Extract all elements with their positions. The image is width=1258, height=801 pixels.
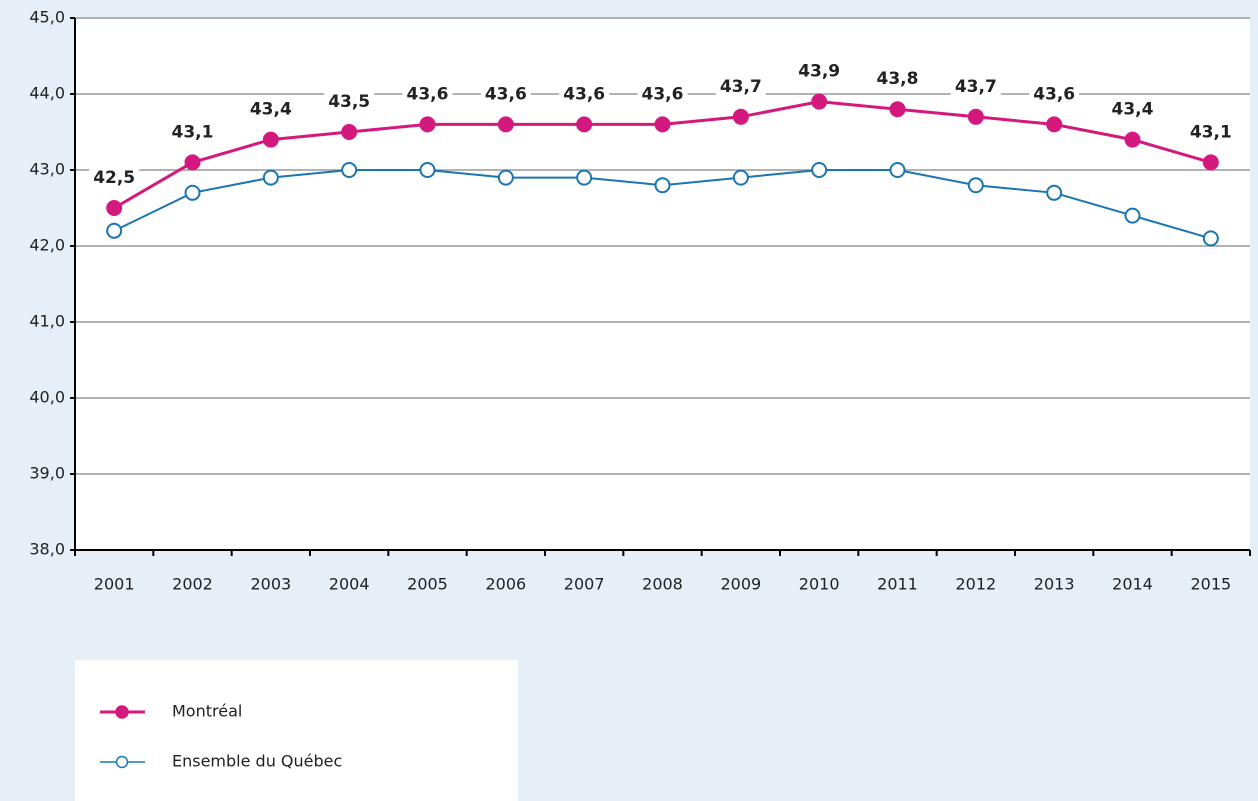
point — [732, 169, 749, 186]
point — [576, 169, 593, 186]
point — [341, 124, 358, 140]
point — [811, 162, 828, 178]
x-tick-label: 2006 — [485, 575, 526, 594]
point — [419, 162, 436, 178]
point — [811, 93, 828, 110]
point — [497, 169, 514, 186]
y-tick-label: 41,0 — [29, 312, 65, 331]
value-label-bg — [1185, 120, 1236, 145]
point — [1124, 207, 1141, 224]
x-tick-label: 2002 — [172, 575, 213, 594]
value-label-bg — [480, 82, 531, 107]
point — [732, 108, 749, 125]
value-label-bg — [167, 120, 218, 145]
value-label: 43,6 — [1033, 84, 1075, 104]
point — [967, 108, 984, 125]
point — [889, 162, 906, 178]
x-tick-label: 2015 — [1190, 575, 1231, 594]
legend — [75, 660, 518, 801]
y-tick-label: 43,0 — [29, 160, 65, 179]
value-label: 43,6 — [563, 84, 605, 104]
point — [1124, 131, 1141, 148]
point — [184, 154, 201, 171]
value-label-bg — [245, 97, 296, 122]
value-label-bg — [402, 82, 453, 107]
value-label: 42,5 — [93, 168, 135, 188]
y-tick-label: 42,0 — [29, 236, 65, 255]
value-label-bg — [872, 67, 923, 92]
point — [497, 116, 514, 133]
value-label-bg — [715, 74, 766, 99]
value-label: 43,9 — [798, 62, 840, 82]
point — [889, 101, 906, 118]
value-label-bg — [794, 59, 845, 84]
value-label-bg — [1107, 97, 1158, 122]
value-label: 43,1 — [1190, 122, 1232, 142]
y-tick-label: 45,0 — [29, 8, 65, 27]
value-label: 43,7 — [955, 77, 997, 97]
x-tick-label: 2013 — [1034, 575, 1075, 594]
value-label-bg — [637, 82, 688, 107]
legend-label: Ensemble du Québec — [172, 752, 342, 771]
value-label: 43,5 — [328, 92, 370, 112]
point — [654, 177, 671, 194]
legend-marker — [115, 705, 129, 719]
point — [184, 184, 201, 201]
point — [262, 169, 279, 186]
x-tick-label: 2005 — [407, 575, 448, 594]
x-tick-label: 2003 — [250, 575, 291, 594]
value-label: 43,6 — [485, 84, 527, 104]
point — [576, 116, 593, 133]
point — [1202, 230, 1219, 247]
point — [967, 177, 984, 194]
x-tick-label: 2007 — [564, 575, 605, 594]
point — [1202, 154, 1219, 171]
value-label: 43,8 — [877, 69, 919, 89]
x-tick-label: 2010 — [799, 575, 840, 594]
y-tick-label: 44,0 — [29, 84, 65, 103]
point — [106, 222, 123, 239]
value-label: 43,7 — [720, 77, 762, 97]
value-label-bg — [559, 82, 610, 107]
x-tick-label: 2012 — [955, 575, 996, 594]
value-label: 43,1 — [172, 122, 214, 142]
point — [1046, 116, 1063, 133]
x-tick-label: 2001 — [94, 575, 135, 594]
y-tick-label: 40,0 — [29, 388, 65, 407]
y-tick-label: 38,0 — [29, 540, 65, 559]
point — [1046, 184, 1063, 201]
value-label-bg — [950, 74, 1001, 99]
point — [654, 116, 671, 133]
y-tick-label: 39,0 — [29, 464, 65, 483]
point — [341, 162, 358, 178]
point — [106, 200, 123, 216]
legend-marker — [115, 755, 129, 769]
value-label-bg — [324, 90, 375, 114]
value-label: 43,4 — [1112, 100, 1154, 120]
x-tick-label: 2011 — [877, 575, 918, 594]
value-label: 43,6 — [642, 84, 684, 104]
x-tick-label: 2014 — [1112, 575, 1153, 594]
value-label-bg — [1029, 82, 1080, 107]
x-tick-label: 2008 — [642, 575, 683, 594]
point — [419, 116, 436, 133]
x-tick-label: 2009 — [720, 575, 761, 594]
value-label: 43,4 — [250, 100, 292, 120]
value-label-bg — [89, 166, 140, 190]
value-label: 43,6 — [407, 84, 449, 104]
x-tick-label: 2004 — [329, 575, 370, 594]
legend-label: Montréal — [172, 702, 242, 721]
point — [262, 131, 279, 148]
